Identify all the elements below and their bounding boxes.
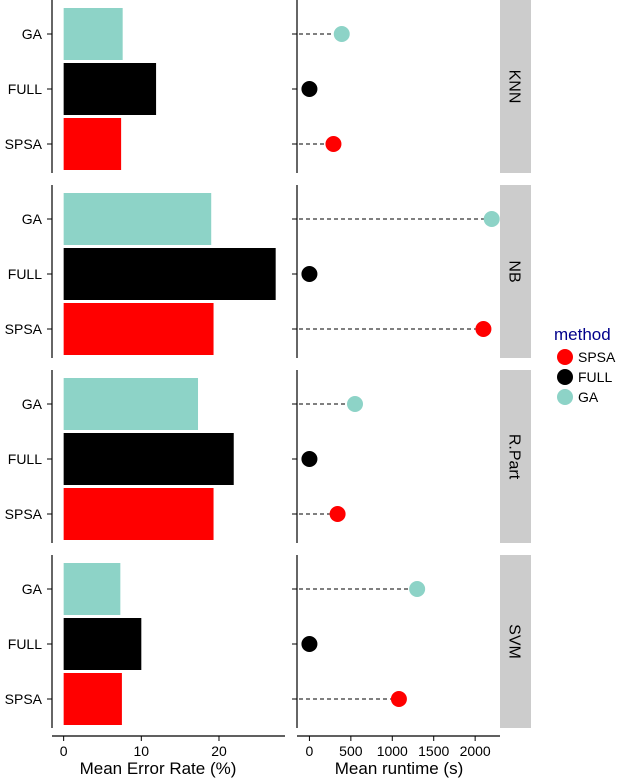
y-tick-label: GA: [22, 26, 43, 42]
facet-strip: [500, 370, 531, 543]
facet-strip: [500, 0, 531, 173]
y-tick-label: SPSA: [5, 321, 43, 337]
x-tick-label: 0: [306, 743, 314, 759]
y-tick-label: SPSA: [5, 506, 43, 522]
error-bar: [63, 378, 199, 430]
legend-title: method: [554, 325, 611, 344]
runtime-point: [325, 136, 342, 152]
runtime-point: [301, 451, 318, 467]
y-tick-label: GA: [22, 581, 43, 597]
facet-label: NB: [506, 260, 523, 282]
y-tick-label: FULL: [8, 451, 42, 467]
x-tick-label: 1000: [377, 743, 408, 759]
error-bar: [63, 433, 234, 485]
runtime-point: [409, 581, 426, 597]
legend-label: GA: [578, 389, 599, 405]
error-bar: [63, 618, 142, 670]
runtime-axis-title: Mean runtime (s): [335, 759, 463, 778]
runtime-point: [301, 266, 318, 282]
error-bar: [63, 8, 123, 60]
facet-strip: [500, 555, 531, 728]
runtime-point: [329, 506, 346, 522]
legend-key: [557, 349, 573, 365]
y-tick-label: SPSA: [5, 691, 43, 707]
facet-strips: KNN NB R.Part SVM: [500, 0, 531, 728]
y-tick-label: FULL: [8, 266, 42, 282]
error-bar: [63, 488, 214, 540]
error-axis-title: Mean Error Rate (%): [80, 759, 237, 778]
runtime-point: [301, 81, 318, 97]
x-tick-label: 0: [60, 743, 68, 759]
legend: method SPSA FULL GA: [554, 325, 616, 405]
legend-label: SPSA: [578, 349, 616, 365]
error-rate-panel: GA FULL SPSA GA FULL SPSA GA FULL SPSA GA FULL SPSA…: [5, 0, 285, 759]
facet-label: SVM: [506, 624, 523, 659]
legend-label: FULL: [578, 369, 612, 385]
runtime-panel: 0 500 1000 1500 2000: [292, 0, 500, 759]
facet-label: KNN: [506, 70, 523, 104]
y-tick-label: SPSA: [5, 136, 43, 152]
error-bar: [63, 193, 212, 245]
x-tick-label: 20: [211, 743, 227, 759]
facet-strip: [500, 185, 531, 358]
x-tick-label: 1500: [418, 743, 449, 759]
runtime-point: [301, 636, 318, 652]
error-bar: [63, 118, 122, 170]
y-tick-label: FULL: [8, 636, 42, 652]
legend-key: [557, 369, 573, 385]
error-bar: [63, 63, 157, 115]
y-tick-label: GA: [22, 211, 43, 227]
runtime-point: [483, 211, 500, 227]
runtime-point: [333, 26, 350, 42]
runtime-point: [390, 691, 407, 707]
facet-label: R.Part: [506, 434, 523, 480]
error-bar: [63, 303, 214, 355]
error-bar: [63, 563, 121, 615]
x-tick-label: 10: [134, 743, 150, 759]
runtime-point: [347, 396, 363, 412]
y-tick-label: FULL: [8, 81, 42, 97]
x-tick-label: 500: [339, 743, 363, 759]
y-tick-label: GA: [22, 396, 43, 412]
error-bar: [63, 673, 122, 725]
error-bar: [63, 248, 276, 300]
runtime-point: [475, 321, 492, 337]
legend-key: [557, 389, 573, 405]
x-tick-label: 2000: [460, 743, 491, 759]
